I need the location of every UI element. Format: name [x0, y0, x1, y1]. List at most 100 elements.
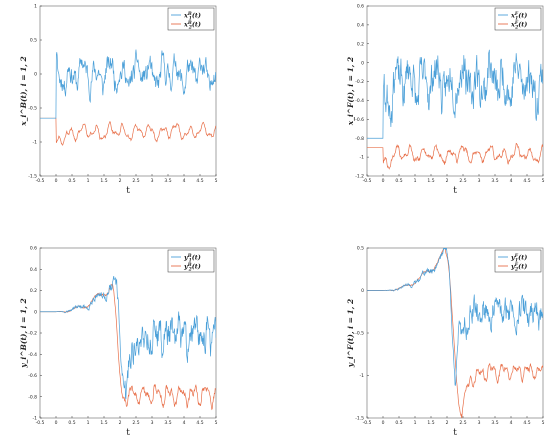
x-tick-label: 4.5	[196, 178, 203, 184]
y-tick-label: 1	[34, 4, 37, 10]
y-tick-label: 0.2	[30, 288, 37, 294]
y-tick-label: 0.6	[357, 4, 364, 10]
legend-box	[167, 249, 215, 273]
x-tick-label: 1	[87, 420, 90, 426]
legend-box	[494, 7, 542, 31]
y-tick-label: 0	[34, 309, 37, 315]
y-tick-label: -0.8	[28, 394, 37, 400]
y-tick-label: 0.4	[357, 22, 364, 28]
legend-entry-2: xB 2(t)	[183, 20, 201, 31]
y-tick-label: 0.6	[30, 246, 37, 252]
x-tick-label: 2	[119, 420, 122, 426]
series-line-1	[40, 276, 216, 400]
chart-panel-bottom-right: -0.5 0 0.5 1 1.5 2 2.5 3 3.5 4 4.5 5 0.5 0 -0.5 -1 -1.5 t…	[346, 246, 545, 438]
x-tick-label: 0.5	[395, 178, 402, 184]
y-tick-label: -1.5	[28, 174, 37, 180]
x-tick-label: 1	[414, 420, 417, 426]
x-tick-label: 5	[542, 420, 545, 426]
series-line-1	[367, 49, 543, 139]
legend-entry-2: xF 2(t)	[510, 20, 527, 31]
y-tick-label: -1.2	[355, 174, 364, 180]
x-tick-label: 4.5	[196, 420, 203, 426]
legend-entry-1: yF 1(t)	[510, 253, 527, 264]
x-tick-label: 2.5	[459, 420, 466, 426]
y-tick-label: 0.5	[357, 246, 364, 252]
legend-entry-2: yB 2(t)	[183, 262, 201, 273]
y-tick-label: -0.5	[355, 331, 364, 337]
x-axis-label: t	[453, 428, 457, 438]
x-tick-label: 1.5	[100, 178, 107, 184]
series-line-1	[367, 248, 543, 386]
x-tick-label: 3.5	[491, 178, 498, 184]
x-tick-label: 0.5	[395, 420, 402, 426]
x-axis-label: t	[453, 186, 457, 196]
plot-frame	[366, 247, 544, 419]
x-tick-label: 2.5	[132, 420, 139, 426]
x-tick-label: -0.5	[36, 420, 45, 426]
x-tick-label: 0.5	[68, 178, 75, 184]
legend-box	[494, 249, 542, 273]
y-axis-label: y_i^F(t), i = 1, 2	[346, 299, 355, 368]
x-tick-label: 4	[183, 178, 186, 184]
x-tick-label: 2	[446, 178, 449, 184]
x-axis-label: t	[126, 186, 130, 196]
y-tick-label: -0.2	[28, 331, 37, 337]
series-line-2	[367, 142, 543, 170]
y-tick-label: -1	[33, 140, 38, 146]
x-tick-label: 0	[382, 178, 385, 184]
y-tick-label: 0	[34, 72, 37, 78]
x-tick-label: 3	[151, 178, 154, 184]
x-tick-label: 2	[119, 178, 122, 184]
x-tick-label: -0.5	[36, 178, 45, 184]
y-tick-label: -1	[360, 155, 365, 161]
x-tick-label: 4	[183, 420, 186, 426]
y-tick-label: -0.2	[355, 79, 364, 85]
legend-entry-2: yF 2(t)	[510, 262, 527, 273]
plot-frame	[39, 5, 217, 177]
x-tick-label: 4.5	[523, 178, 530, 184]
x-tick-label: 3.5	[491, 420, 498, 426]
y-tick-label: -1	[33, 416, 38, 422]
y-tick-label: -0.4	[355, 98, 364, 104]
x-tick-label: 4	[510, 178, 513, 184]
y-axis-label: x_i^B(t), i = 1, 2	[19, 56, 28, 127]
y-axis-label: y_i^B(t), i = 1, 2	[19, 298, 28, 368]
x-tick-label: 2.5	[459, 178, 466, 184]
x-tick-label: 0.5	[68, 420, 75, 426]
series-line-1	[40, 49, 216, 119]
x-tick-label: 5	[215, 178, 218, 184]
x-tick-label: 0	[382, 420, 385, 426]
x-tick-label: 5	[215, 420, 218, 426]
x-axis-label: t	[126, 428, 130, 438]
plot-frame	[39, 247, 217, 419]
y-tick-label: 0.4	[30, 267, 37, 273]
series-line-2	[40, 117, 216, 146]
chart-panel-top-left: -0.5 0 0.5 1 1.5 2 2.5 3 3.5 4 4.5 5 1 0.5 0 -0.5 -1 -1.5…	[19, 4, 218, 196]
legend-entry-1: yB 1(t)	[183, 253, 201, 264]
x-tick-label: 4	[510, 420, 513, 426]
chart-panel-top-right: -0.5 0 0.5 1 1.5 2 2.5 3 3.5 4 4.5 5 0.6 0.4 0.2 0 -0.2 -…	[346, 4, 545, 196]
y-tick-label: 0.2	[357, 41, 364, 47]
y-tick-label: 0.5	[30, 38, 37, 44]
x-tick-label: 3	[151, 420, 154, 426]
y-tick-label: -0.5	[28, 106, 37, 112]
x-tick-label: 2	[446, 420, 449, 426]
x-tick-label: 3.5	[164, 178, 171, 184]
y-tick-label: -0.8	[355, 136, 364, 142]
y-axis-label: x_i^F(t), i = 1, 2	[346, 57, 355, 126]
plot-frame	[366, 5, 544, 177]
x-tick-label: 4.5	[523, 420, 530, 426]
chart-panel-bottom-left: -0.5 0 0.5 1 1.5 2 2.5 3 3.5 4 4.5 5 0.6 0.4 0.2 0 -0.2 -…	[19, 246, 218, 438]
x-tick-label: 1.5	[100, 420, 107, 426]
x-tick-label: 0	[55, 420, 58, 426]
y-tick-label: -1.5	[355, 416, 364, 422]
x-tick-label: -0.5	[363, 178, 372, 184]
x-tick-label: 5	[542, 178, 545, 184]
y-tick-label: 0	[361, 60, 364, 66]
x-tick-label: 1	[414, 178, 417, 184]
x-tick-label: 3	[478, 420, 481, 426]
legend-entry-1: xB 1(t)	[183, 11, 201, 22]
y-tick-label: -0.6	[355, 117, 364, 123]
y-tick-label: -0.6	[28, 373, 37, 379]
legend-entry-1: xF 1(t)	[510, 11, 527, 22]
